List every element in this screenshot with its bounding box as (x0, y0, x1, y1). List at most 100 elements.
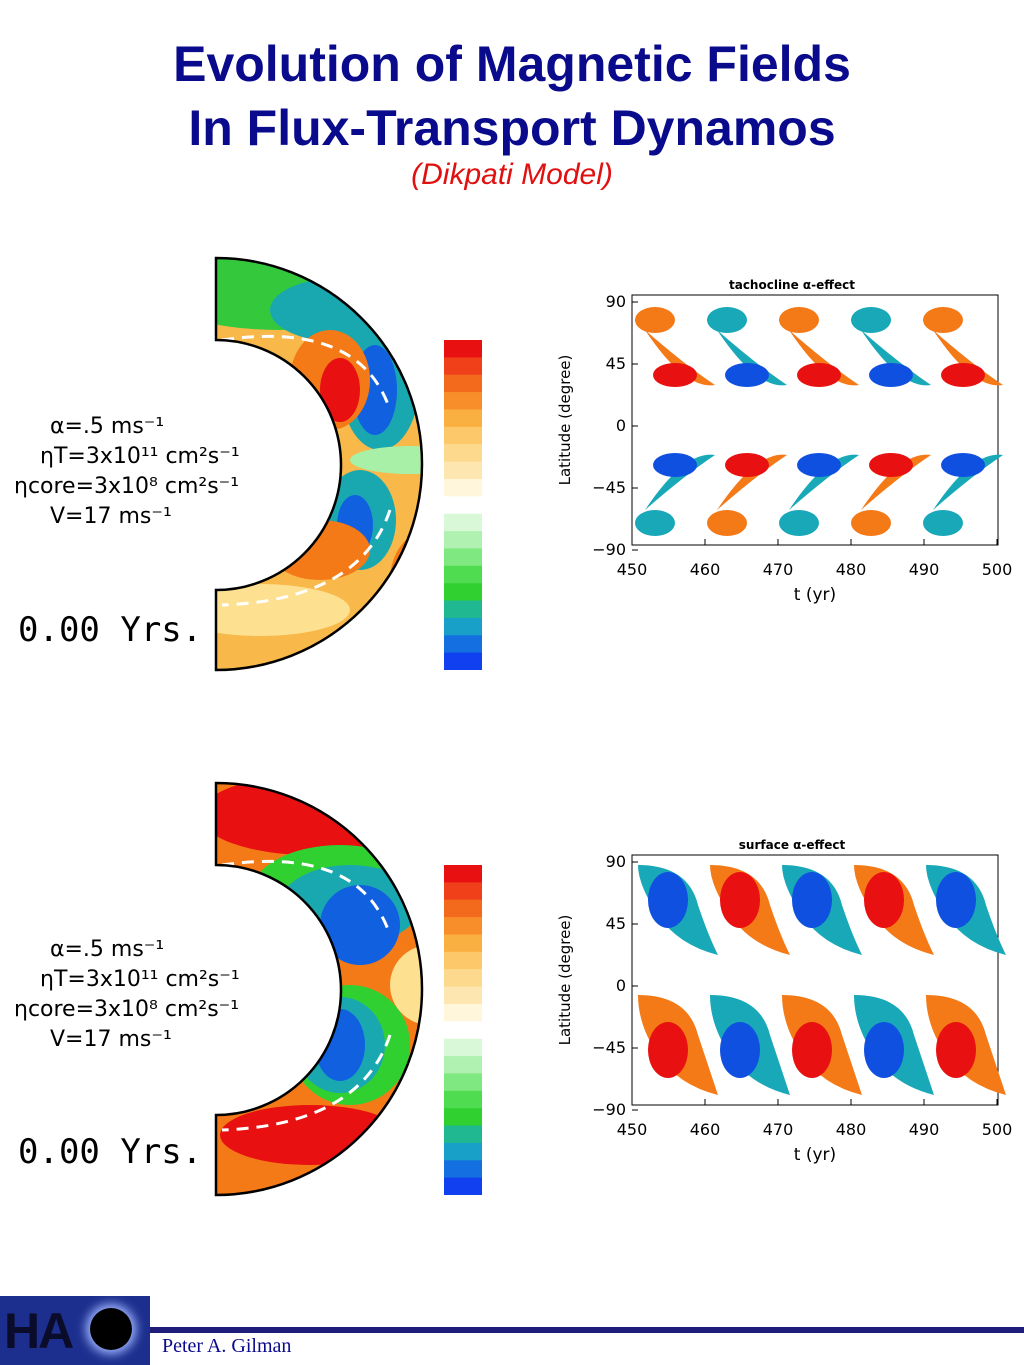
colorbar-swatches-1 (444, 340, 482, 670)
colorbar-swatch (444, 934, 482, 953)
colorbar-swatch (444, 357, 482, 376)
wing-core (725, 453, 769, 477)
colorbar-swatch (444, 1090, 482, 1109)
colorbar-swatch (444, 444, 482, 463)
parameters-1: α=.5 ms⁻¹ ηT=3x10¹¹ cm²s⁻¹ ηcore=3x10⁸ c… (14, 412, 240, 532)
sun-icon (90, 1308, 132, 1350)
colorbar-swatch (444, 1003, 482, 1022)
colorbar-swatch (444, 917, 482, 935)
meridional-field-plot-2 (214, 781, 424, 1197)
polar-spot (707, 307, 747, 333)
x-tick-label: 500 (982, 1120, 1013, 1139)
wing-core (720, 872, 760, 928)
wing-core (869, 453, 913, 477)
colorbar-swatch (444, 478, 482, 497)
wing-core (936, 1022, 976, 1078)
butterfly-contours-1 (635, 307, 1003, 536)
plot-title: tachocline α-effect (729, 278, 855, 292)
x-tick-labels-2: 450 460 470 480 490 500 (617, 1099, 1013, 1139)
param-eta-core: ηcore=3x10⁸ cm²s⁻¹ (14, 474, 240, 499)
wing-core (648, 872, 688, 928)
colorbar-swatch (444, 409, 482, 428)
param-alpha: α=.5 ms⁻¹ (50, 414, 165, 439)
x-tick-label: 450 (617, 1120, 648, 1139)
param-alpha: α=.5 ms⁻¹ (50, 937, 165, 962)
plot-title: surface α-effect (739, 838, 846, 852)
colorbar-swatch (444, 882, 482, 901)
title-line-1: Evolution of Magnetic Fields (173, 36, 851, 92)
polar-spot (923, 307, 963, 333)
param-velocity: V=17 ms⁻¹ (50, 1027, 172, 1052)
y-tick-label: −90 (592, 1100, 626, 1119)
logo-text: HA (4, 1303, 74, 1359)
y-tick-labels-2: 90 45 0 −45 −90 (592, 852, 638, 1119)
wing-core (941, 363, 985, 387)
colorbar-swatch (444, 1073, 482, 1092)
y-tick-label: 90 (606, 292, 626, 311)
colorbar-swatch (444, 583, 482, 602)
colorbar-swatch (444, 1125, 482, 1144)
colorbar-swatch (444, 1177, 482, 1195)
colorbar-swatch (444, 969, 482, 988)
x-tick-label: 470 (763, 560, 794, 579)
meridional-field-plot-1 (214, 256, 424, 672)
colorbar-swatch (444, 1160, 482, 1179)
hao-logo: HA (0, 1296, 150, 1365)
y-tick-label: 45 (606, 914, 626, 933)
colorbar-swatch (444, 461, 482, 480)
colorbar-swatch (444, 565, 482, 584)
y-tick-label: −90 (592, 540, 626, 559)
x-tick-label: 460 (690, 560, 721, 579)
x-tick-label: 450 (617, 560, 648, 579)
param-eta-core: ηcore=3x10⁸ cm²s⁻¹ (14, 997, 240, 1022)
colorbar-swatch (444, 652, 482, 670)
polar-spot (707, 510, 747, 536)
colorbar-swatch (444, 548, 482, 567)
param-eta-t: ηT=3x10¹¹ cm²s⁻¹ (40, 444, 240, 469)
param-velocity: V=17 ms⁻¹ (50, 504, 172, 529)
x-tick-label: 470 (763, 1120, 794, 1139)
colorbar-swatch (444, 1056, 482, 1074)
colorbar-swatch (444, 426, 482, 445)
colorbar-swatch (444, 600, 482, 619)
wing-core (653, 363, 697, 387)
colorbar-swatch (444, 899, 482, 918)
colorbar-swatch (444, 392, 482, 410)
colorbar-swatch (444, 986, 482, 1005)
wing-core (797, 453, 841, 477)
polar-spot (923, 510, 963, 536)
y-axis-label: Latitude (degree) (556, 915, 574, 1046)
polar-spot (779, 510, 819, 536)
polar-spot (851, 510, 891, 536)
colorbar-swatch (444, 617, 482, 636)
y-tick-label: −45 (592, 478, 626, 497)
color-scale-bar-2 (444, 865, 482, 1195)
wing-core (792, 872, 832, 928)
wing-core (797, 363, 841, 387)
colorbar-swatch (444, 496, 482, 515)
polar-spot (851, 307, 891, 333)
x-tick-labels-1: 450 460 470 480 490 500 (617, 539, 1013, 579)
y-tick-label: 0 (616, 976, 626, 995)
x-tick-label: 500 (982, 560, 1013, 579)
y-axis-label: Latitude (degree) (556, 355, 574, 486)
wing-core (648, 1022, 688, 1078)
colorbar-swatch (444, 951, 482, 970)
time-label-2: 0.00 Yrs. (18, 1132, 203, 1172)
y-tick-labels-1: 90 45 0 −45 −90 (592, 292, 638, 559)
wing-core (720, 1022, 760, 1078)
wing-core (864, 1022, 904, 1078)
x-tick-label: 460 (690, 1120, 721, 1139)
colorbar-swatches-2 (444, 865, 482, 1195)
param-eta-t: ηT=3x10¹¹ cm²s⁻¹ (40, 967, 240, 992)
title-line-2: In Flux-Transport Dynamos (188, 100, 836, 156)
polar-spot (635, 510, 675, 536)
polar-spot (635, 307, 675, 333)
colorbar-swatch (444, 1108, 482, 1127)
x-tick-label: 480 (836, 1120, 867, 1139)
y-tick-label: 0 (616, 416, 626, 435)
colorbar-swatch (444, 374, 482, 393)
wing-core (653, 453, 697, 477)
